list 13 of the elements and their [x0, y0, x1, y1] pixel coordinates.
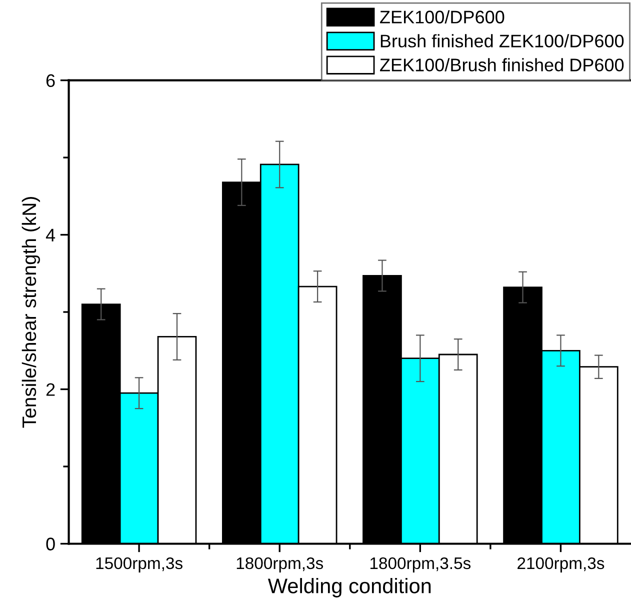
- x-tick-label: 1500rpm,3s: [96, 557, 182, 572]
- y-tick-label: 2: [46, 383, 55, 396]
- y-tick-label: 6: [46, 74, 55, 88]
- x-tick-label: 2100rpm,3s: [518, 557, 604, 572]
- legend-label: ZEK100/Brush finished DP600: [380, 58, 624, 72]
- x-tick-label: 1800rpm,3.5s: [370, 557, 471, 572]
- legend-label: ZEK100/DP600: [380, 10, 504, 24]
- y-tick-label: 0: [46, 538, 55, 550]
- legend-label: Brush finished ZEK100/DP600: [380, 34, 624, 48]
- x-tick-label: 1800rpm,3s: [236, 557, 324, 572]
- y-axis-title: Tensile/shear strength (kN): [22, 197, 40, 428]
- y-tick-label: 4: [46, 228, 56, 242]
- x-axis-title: Welding condition: [268, 578, 431, 598]
